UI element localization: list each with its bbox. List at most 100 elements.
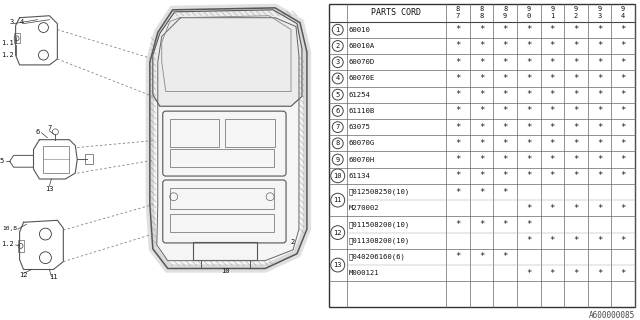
Text: *: * xyxy=(597,269,602,278)
Bar xyxy=(170,119,220,147)
Bar xyxy=(13,34,20,43)
Text: 8
8: 8 8 xyxy=(479,6,484,19)
Text: PARTS CORD: PARTS CORD xyxy=(371,8,421,17)
Text: *: * xyxy=(550,58,555,67)
Text: Ⓑ011308200(10): Ⓑ011308200(10) xyxy=(349,237,410,244)
Circle shape xyxy=(38,50,49,60)
Text: *: * xyxy=(455,171,461,180)
Text: *: * xyxy=(479,220,484,229)
Circle shape xyxy=(332,24,343,35)
Text: Ⓑ011508200(10): Ⓑ011508200(10) xyxy=(349,221,410,228)
Circle shape xyxy=(331,193,345,207)
Circle shape xyxy=(331,226,345,239)
Text: *: * xyxy=(479,58,484,67)
Text: *: * xyxy=(502,220,508,229)
Circle shape xyxy=(332,154,343,165)
Text: 8
7: 8 7 xyxy=(456,6,460,19)
Circle shape xyxy=(332,122,343,132)
Text: *: * xyxy=(621,74,626,83)
Text: *: * xyxy=(526,42,531,51)
Text: 2: 2 xyxy=(335,43,340,49)
Text: 7: 7 xyxy=(335,124,340,130)
Text: *: * xyxy=(526,106,531,116)
Text: *: * xyxy=(621,171,626,180)
Text: *: * xyxy=(526,220,531,229)
Bar xyxy=(44,146,69,173)
Text: *: * xyxy=(621,106,626,116)
Text: M270002: M270002 xyxy=(349,205,380,211)
Text: *: * xyxy=(621,236,626,245)
Text: *: * xyxy=(573,106,579,116)
Text: 9
3: 9 3 xyxy=(598,6,602,19)
Text: *: * xyxy=(550,123,555,132)
Text: *: * xyxy=(502,155,508,164)
Text: 60070H: 60070H xyxy=(349,156,375,163)
Text: *: * xyxy=(526,236,531,245)
Text: *: * xyxy=(597,204,602,213)
Text: *: * xyxy=(573,90,579,99)
Text: 60010A: 60010A xyxy=(349,43,375,49)
Text: 60070G: 60070G xyxy=(349,140,375,146)
Text: *: * xyxy=(597,90,602,99)
Text: *: * xyxy=(479,25,484,34)
Text: 60070E: 60070E xyxy=(349,76,375,81)
Text: *: * xyxy=(550,42,555,51)
Text: 61110B: 61110B xyxy=(349,108,375,114)
Text: Ⓑ012508250(10): Ⓑ012508250(10) xyxy=(349,189,410,195)
Polygon shape xyxy=(150,8,307,268)
Text: *: * xyxy=(502,123,508,132)
Text: *: * xyxy=(621,90,626,99)
Text: M000121: M000121 xyxy=(349,270,380,276)
Text: 2: 2 xyxy=(291,239,295,245)
Text: *: * xyxy=(502,188,508,196)
Text: 11: 11 xyxy=(333,197,342,203)
Text: *: * xyxy=(502,58,508,67)
Text: *: * xyxy=(526,139,531,148)
Text: *: * xyxy=(526,171,531,180)
Text: *: * xyxy=(597,25,602,34)
Bar xyxy=(170,188,274,210)
Text: 61254: 61254 xyxy=(349,92,371,98)
Text: 10: 10 xyxy=(221,268,230,275)
Text: *: * xyxy=(573,42,579,51)
Text: *: * xyxy=(526,74,531,83)
Text: 60070D: 60070D xyxy=(349,59,375,65)
Bar xyxy=(329,4,635,307)
Text: Ⓢ040206160(6): Ⓢ040206160(6) xyxy=(349,254,406,260)
Text: *: * xyxy=(502,42,508,51)
Bar xyxy=(170,149,274,167)
Text: *: * xyxy=(526,269,531,278)
Text: *: * xyxy=(455,58,461,67)
Text: 60010: 60010 xyxy=(349,27,371,33)
Text: *: * xyxy=(573,171,579,180)
Text: *: * xyxy=(573,155,579,164)
Text: *: * xyxy=(550,90,555,99)
Text: 4: 4 xyxy=(335,76,340,81)
Text: *: * xyxy=(455,25,461,34)
Text: 6: 6 xyxy=(335,108,340,114)
Text: 8
9: 8 9 xyxy=(503,6,508,19)
Text: 8: 8 xyxy=(335,140,340,146)
Text: *: * xyxy=(597,171,602,180)
Text: *: * xyxy=(502,139,508,148)
Bar xyxy=(193,242,257,260)
Circle shape xyxy=(332,138,343,149)
Text: *: * xyxy=(502,25,508,34)
Text: *: * xyxy=(597,155,602,164)
Text: *: * xyxy=(455,252,461,261)
Text: *: * xyxy=(597,139,602,148)
Text: *: * xyxy=(573,123,579,132)
Bar xyxy=(170,214,274,232)
Text: 10,8: 10,8 xyxy=(2,226,17,231)
Text: 11: 11 xyxy=(49,274,58,280)
Text: *: * xyxy=(455,74,461,83)
Text: *: * xyxy=(550,25,555,34)
Text: 1.2: 1.2 xyxy=(1,241,14,247)
Text: *: * xyxy=(455,90,461,99)
Text: *: * xyxy=(621,269,626,278)
Text: *: * xyxy=(573,236,579,245)
Text: A600000085: A600000085 xyxy=(589,311,635,320)
Text: 1.1: 1.1 xyxy=(1,40,14,46)
Circle shape xyxy=(332,57,343,68)
Circle shape xyxy=(332,41,343,52)
